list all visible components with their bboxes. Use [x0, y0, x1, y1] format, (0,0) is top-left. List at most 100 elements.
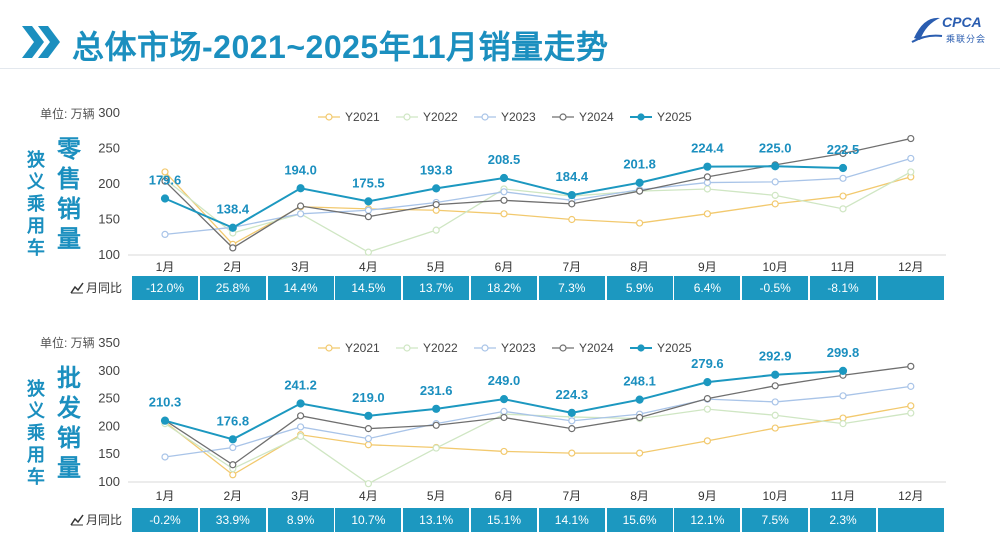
y-tick-label: 100	[98, 247, 120, 262]
data-point-Y2021	[703, 437, 712, 445]
series-line-Y2022	[164, 171, 912, 253]
yoy-cell: 25.8%	[199, 276, 266, 300]
data-point-Y2021	[568, 215, 576, 224]
yoy-cell: 13.1%	[403, 508, 470, 532]
data-label: 231.6	[420, 383, 453, 398]
data-point-Y2023	[364, 206, 372, 214]
data-label: 279.6	[691, 356, 724, 371]
data-point-Y2023	[907, 154, 915, 163]
data-point-Y2024	[364, 213, 372, 221]
yoy-cell: 14.5%	[335, 276, 402, 300]
data-point-Y2021	[500, 447, 508, 456]
data-point-Y2024	[703, 173, 712, 181]
yoy-cell: 13.7%	[403, 276, 470, 300]
logo-swoosh-icon	[911, 17, 943, 43]
data-point-Y2023	[297, 423, 305, 431]
yoy-cell: -0.5%	[742, 276, 809, 300]
legend-label: Y2023	[501, 110, 536, 124]
series-line-Y2022	[164, 408, 911, 485]
yoy-cell: 8.9%	[267, 508, 334, 532]
data-label: 222.5	[827, 142, 860, 157]
x-tick-label: 3月	[291, 489, 310, 503]
logo-name: CPCA	[942, 14, 982, 30]
unit-label: 单位: 万辆	[40, 336, 95, 350]
data-label: 201.8	[623, 157, 656, 172]
data-label: 299.8	[827, 345, 860, 360]
data-point-Y2023	[907, 382, 915, 390]
data-point-Y2024	[432, 421, 440, 429]
x-tick-label: 12月	[898, 260, 923, 274]
data-point-Y2025	[160, 194, 170, 203]
x-tick-label: 7月	[562, 489, 581, 503]
yoy-cell: 12.1%	[674, 508, 741, 532]
x-tick-label: 6月	[495, 489, 514, 503]
data-point-Y2021	[771, 424, 779, 432]
data-label: 208.5	[488, 152, 521, 167]
x-tick-label: 11月	[831, 260, 855, 274]
cpca-logo: CPCA 乘联分会	[910, 12, 992, 48]
data-point-Y2024	[229, 244, 237, 252]
double-chevron-icon	[22, 26, 60, 58]
series-line-Y2024	[164, 137, 911, 249]
legend-label: Y2022	[423, 110, 458, 124]
logo-subtitle: 乘联分会	[946, 34, 987, 44]
data-point-Y2024	[500, 196, 508, 204]
data-point-Y2022	[771, 411, 779, 419]
legend-label: Y2022	[423, 341, 458, 355]
y-tick-label: 250	[98, 391, 120, 406]
trend-icon	[70, 514, 84, 526]
legend-marker	[403, 113, 411, 121]
yoy-cell: 2.3%	[810, 508, 876, 532]
data-point-Y2024	[568, 200, 576, 208]
data-point-Y2024	[703, 394, 712, 403]
data-point-Y2022	[907, 409, 915, 417]
data-point-Y2024	[500, 413, 508, 422]
trend-icon	[70, 282, 84, 294]
data-label: 224.3	[556, 387, 589, 402]
data-point-Y2024	[635, 413, 644, 422]
legend-marker	[559, 344, 567, 352]
category-label: 狭义乘用车	[27, 150, 45, 258]
data-point-Y2025	[432, 404, 441, 413]
data-point-Y2022	[364, 480, 372, 488]
y-tick-label: 200	[98, 176, 120, 191]
legend-label: Y2021	[345, 110, 380, 124]
data-point-Y2023	[364, 435, 372, 443]
legend-label: Y2021	[345, 341, 380, 355]
data-label: 241.2	[284, 377, 317, 392]
data-label: 176.8	[217, 413, 250, 428]
yoy-cell: 5.9%	[606, 276, 673, 300]
data-point-Y2025	[703, 162, 712, 171]
y-tick-label: 150	[98, 212, 120, 227]
data-label: 138.4	[217, 202, 250, 217]
x-tick-label: 1月	[156, 260, 175, 274]
yoy-cell: 33.9%	[199, 508, 266, 532]
legend-marker	[559, 113, 567, 121]
legend-label: Y2025	[657, 110, 692, 124]
data-label: 175.5	[352, 175, 385, 190]
data-point-Y2025	[364, 411, 373, 420]
data-point-Y2025	[228, 435, 237, 444]
series-line-Y2021	[164, 171, 911, 246]
data-point-Y2025	[160, 416, 170, 425]
yoy-cell: 15.6%	[606, 508, 673, 532]
y-tick-label: 300	[98, 363, 120, 378]
data-point-Y2025	[771, 162, 780, 171]
data-point-Y2025	[771, 370, 780, 379]
x-tick-label: 8月	[630, 489, 649, 503]
data-point-Y2025	[499, 173, 509, 183]
data-point-Y2023	[839, 174, 847, 182]
x-tick-label: 12月	[898, 489, 923, 503]
x-tick-label: 9月	[698, 260, 717, 274]
legend-label: Y2024	[579, 110, 614, 124]
legend-marker	[481, 344, 489, 352]
x-tick-label: 2月	[223, 489, 242, 503]
data-point-Y2025	[635, 178, 644, 187]
data-point-Y2024	[907, 362, 915, 370]
data-point-Y2023	[568, 417, 576, 425]
title-divider	[0, 68, 1000, 69]
x-tick-label: 5月	[427, 489, 446, 503]
data-point-Y2024	[229, 461, 237, 469]
data-point-Y2024	[297, 412, 305, 420]
data-label: 225.0	[759, 140, 792, 155]
